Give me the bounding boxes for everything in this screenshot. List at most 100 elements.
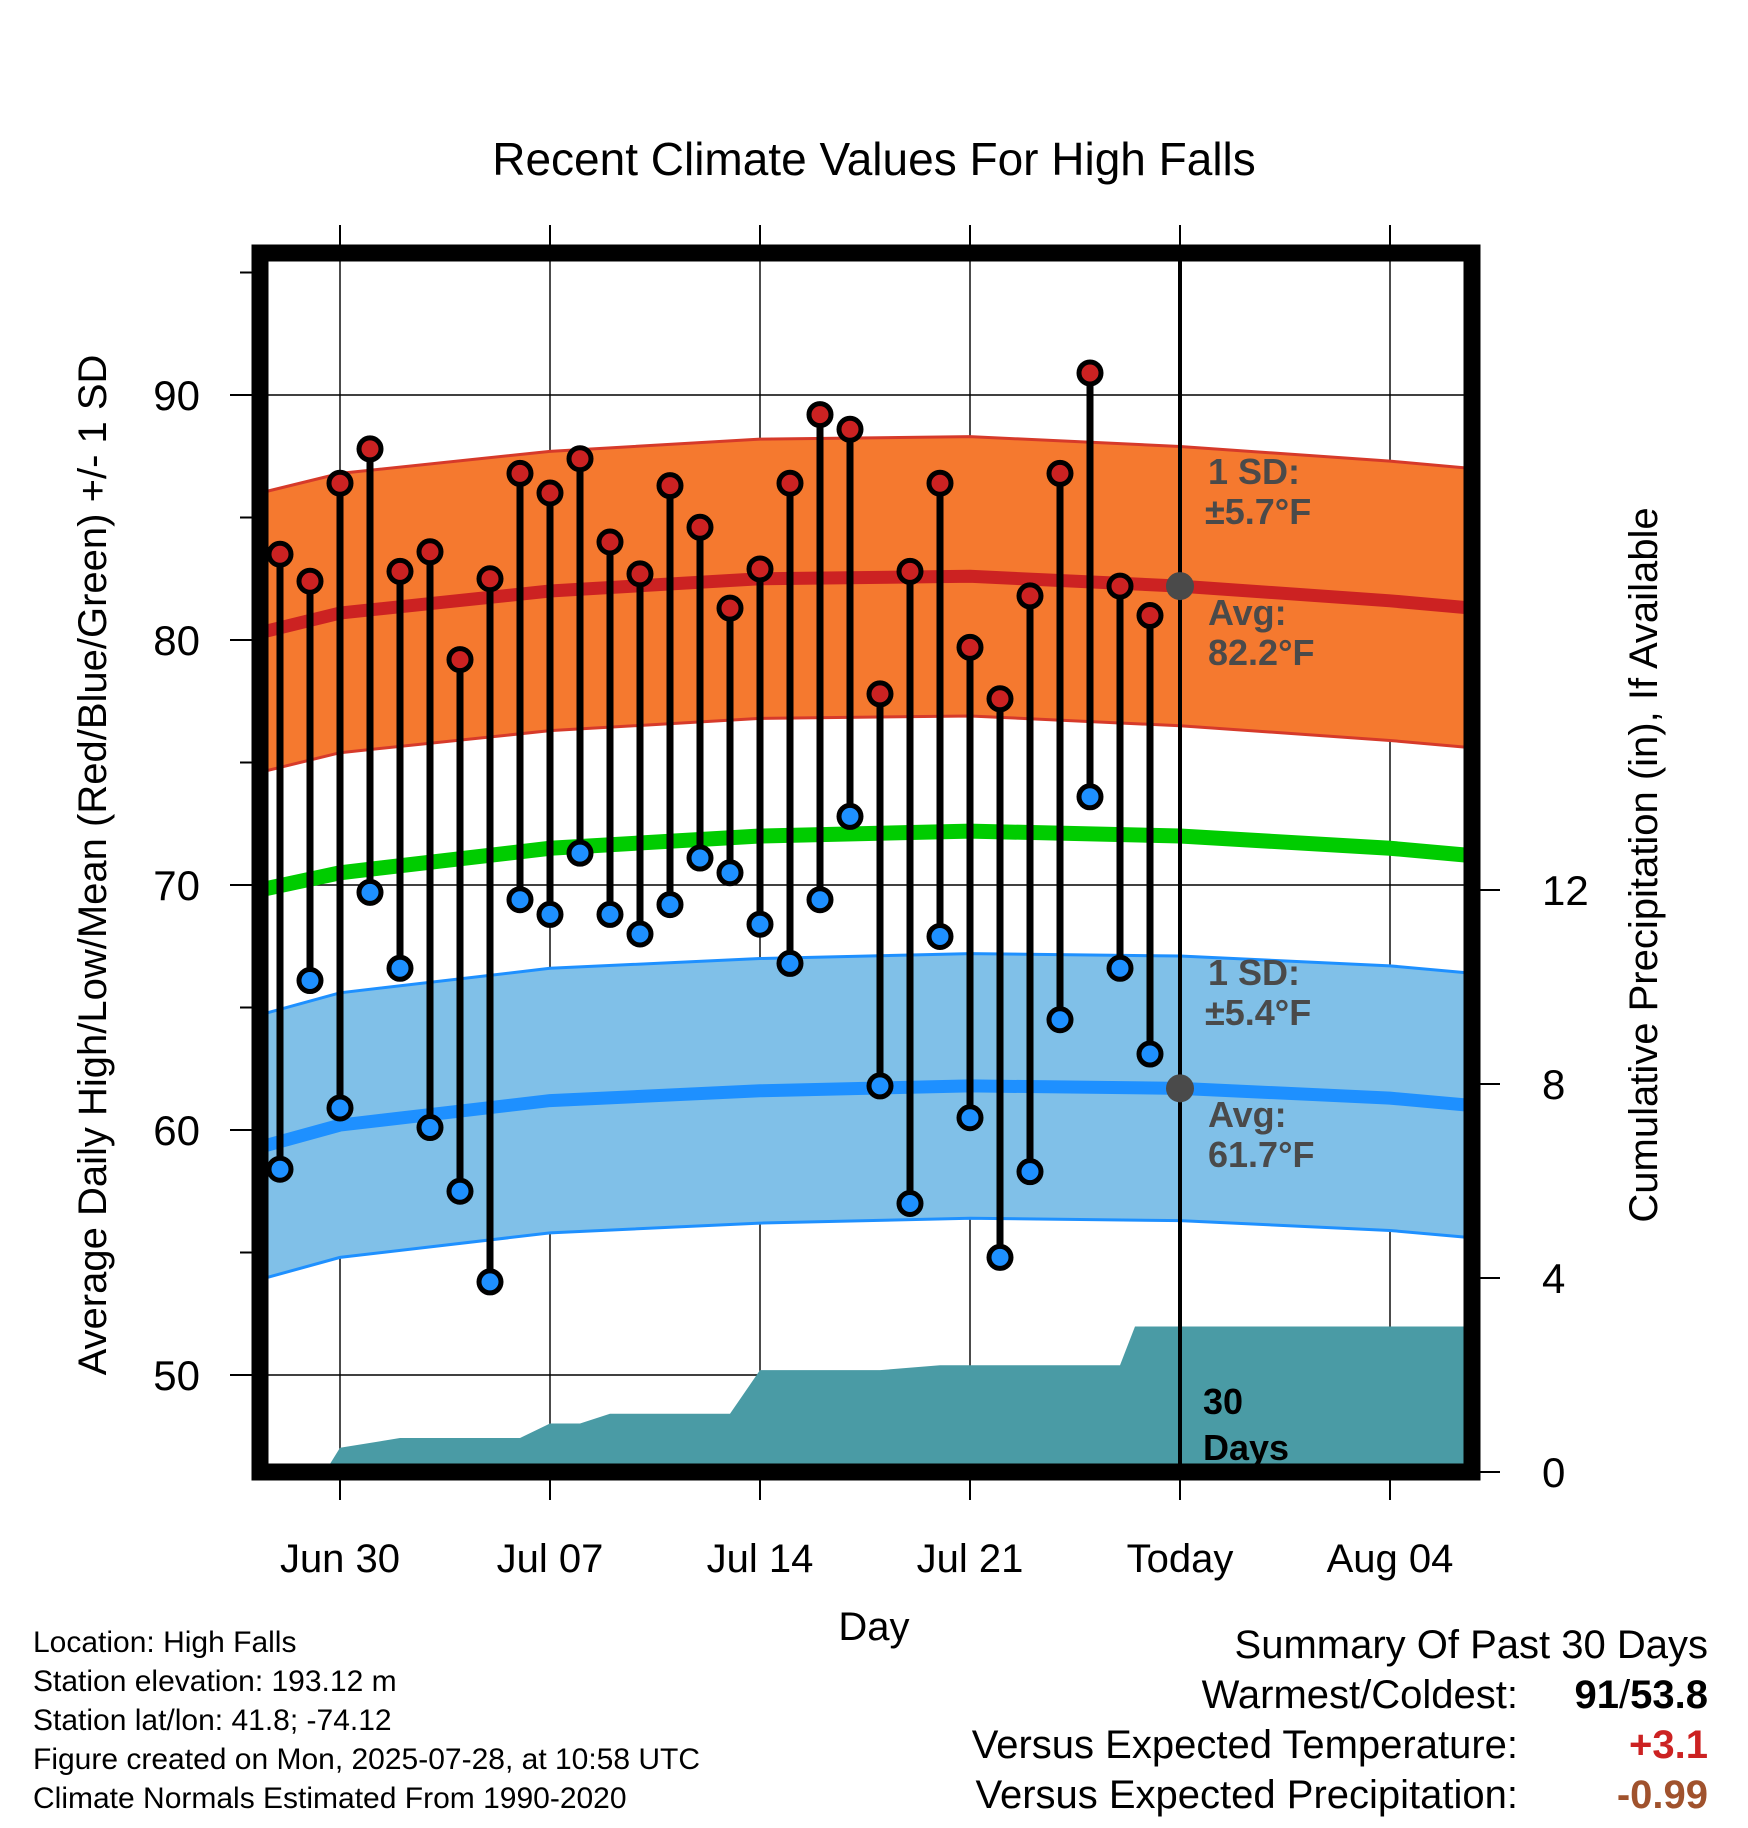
low-temp-point [386, 954, 414, 982]
high-sd-label: 1 SD: [1208, 451, 1300, 492]
warmest-label: Warmest/Coldest: [1201, 1673, 1518, 1717]
high-temp-point [776, 469, 804, 497]
high-temp-point [416, 538, 444, 566]
high-temp-point [566, 445, 594, 473]
low-temp-point [536, 900, 564, 928]
summary-heading: Summary Of Past 30 Days [972, 1620, 1708, 1670]
high-temp-point [1076, 359, 1104, 387]
high-temp-point [446, 646, 474, 674]
low-temp-point [356, 878, 384, 906]
high-avg-label: Avg: [1208, 592, 1287, 633]
today-line [1166, 253, 1194, 1472]
high-temp-point [866, 680, 894, 708]
normals-text: Climate Normals Estimated From 1990-2020 [33, 1782, 627, 1815]
low-avg-dot [1166, 1074, 1194, 1103]
low-sd-label: 1 SD: [1208, 952, 1300, 993]
y-tick-label: 90 [153, 372, 200, 419]
low-temp-point [266, 1155, 294, 1183]
low-temp-point [656, 891, 684, 919]
y2-axis-label: Cumulative Precipitation (in), If Availa… [1622, 507, 1666, 1222]
days-label-1: 30 [1203, 1381, 1243, 1422]
daily-range-bars [276, 372, 1154, 1282]
y2-tick-label: 8 [1542, 1061, 1565, 1108]
y-axis-label: Average Daily High/Low/Mean (Red/Blue/Gr… [71, 355, 115, 1376]
x-tick-label: Today [1127, 1537, 1234, 1581]
daily-markers [266, 359, 1164, 1296]
low-temp-point [776, 949, 804, 977]
low-temp-point [1046, 1006, 1074, 1034]
x-tick-label: Jul 21 [917, 1537, 1024, 1581]
plot-border [251, 244, 1481, 1481]
low-sd-band [260, 953, 1472, 1280]
annotations: 1 SD: ±5.7°F Avg: 82.2°F 1 SD: ±5.4°F Av… [1203, 451, 1314, 1468]
low-temp-point [1016, 1158, 1044, 1186]
low-temp-point [926, 922, 954, 950]
high-temp-point [896, 557, 924, 585]
high-temp-point [926, 469, 954, 497]
created-text: Figure created on Mon, 2025-07-28, at 10… [33, 1743, 701, 1776]
low-temp-point [296, 967, 324, 995]
y-tick-label: 60 [153, 1107, 200, 1154]
high-temp-point [686, 513, 714, 541]
high-temp-point [1136, 602, 1164, 629]
y2-tick-label: 12 [1542, 867, 1589, 914]
low-sd-band-lower-edge [259, 1216, 1473, 1281]
high-temp-point [746, 555, 774, 583]
plot-frame [251, 244, 1481, 1481]
low-avg-value: 61.7°F [1208, 1134, 1314, 1175]
high-temp-point [806, 401, 834, 429]
low-temp-point [1076, 783, 1104, 811]
low-temp-point [1136, 1040, 1164, 1068]
low-temp-point [506, 886, 534, 914]
warmest-coldest-value: 91/53.8 [1558, 1670, 1708, 1720]
precip-value: -0.99 [1616, 1773, 1708, 1817]
x-tick-label: Aug 04 [1327, 1537, 1454, 1581]
coldest-value: 53.8 [1630, 1673, 1708, 1717]
low-temp-point [986, 1243, 1014, 1271]
high-temp-point [986, 685, 1014, 713]
low-temp-point [746, 910, 774, 938]
summary-panel: Summary Of Past 30 Days Warmest/Coldest:… [972, 1620, 1708, 1820]
high-avg-value: 82.2°F [1208, 632, 1314, 673]
high-temp-point [386, 557, 414, 585]
high-temp-point [956, 633, 984, 661]
high-temp-point [596, 528, 624, 556]
station-info: Location: High Falls Station elevation: … [33, 1623, 700, 1818]
low-avg-label: Avg: [1208, 1094, 1287, 1135]
high-sd-band-lower-edge [259, 714, 1473, 774]
low-temp-point [806, 886, 834, 914]
high-temp-point [626, 560, 654, 588]
y2-tick-label: 4 [1542, 1255, 1565, 1302]
low-temp-point [956, 1104, 984, 1132]
x-tick-label: Jul 07 [497, 1537, 604, 1581]
low-temp-point [446, 1177, 474, 1205]
high-sd-band [260, 436, 1472, 773]
high-temp-point [716, 594, 744, 622]
precipitation-area [325, 1326, 1472, 1472]
x-tick-label: Jun 30 [280, 1537, 400, 1581]
high-temp-point [356, 435, 384, 463]
y2-tick-label: 0 [1542, 1449, 1565, 1496]
high-sd-band-upper-edge [259, 435, 1473, 495]
value-separator: / [1619, 1673, 1631, 1717]
low-temp-point [626, 920, 654, 948]
low-temp-point [1106, 954, 1134, 982]
latlon-text: Station lat/lon: 41.8; -74.12 [33, 1704, 392, 1737]
low-temp-point [716, 859, 744, 887]
high-temp-point [296, 567, 324, 595]
low-temp-point [476, 1268, 504, 1296]
normal-mean-line [258, 823, 1473, 898]
low-temp-point [416, 1114, 444, 1142]
summary-temp-row: Versus Expected Temperature: +3.1 [972, 1720, 1708, 1770]
summary-warmest-row: Warmest/Coldest: 91/53.8 [972, 1670, 1708, 1720]
chart-title: Recent Climate Values For High Falls [492, 133, 1256, 185]
days-label-2: Days [1203, 1427, 1289, 1468]
low-sd-band-upper-edge [259, 952, 1473, 1017]
y-tick-label: 70 [153, 862, 200, 909]
low-temp-point [686, 844, 714, 872]
high-temp-point [506, 459, 534, 487]
low-temp-point [866, 1072, 894, 1100]
normal-low-line [258, 1079, 1473, 1154]
x-tick-label: Jul 14 [707, 1537, 814, 1581]
